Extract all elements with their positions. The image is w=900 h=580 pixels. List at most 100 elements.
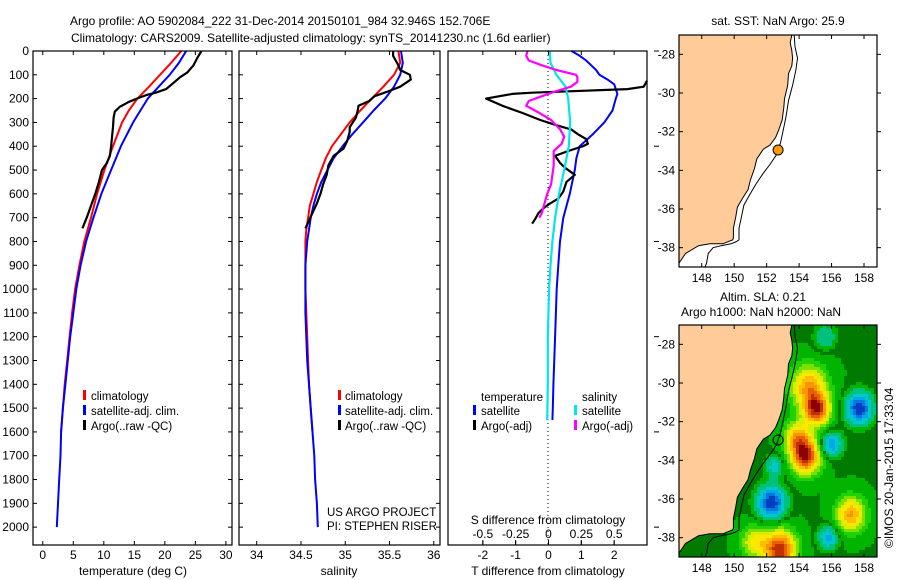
sla-cell (754, 487, 757, 490)
sla-cell (796, 478, 799, 481)
sla-cell (808, 514, 811, 517)
sla-cell (826, 472, 829, 475)
sla-cell (781, 448, 784, 451)
sla-cell (820, 391, 823, 394)
sla-cell (856, 520, 859, 523)
sla-cell (790, 424, 793, 427)
sla-cell (811, 475, 814, 478)
sla-cell (742, 502, 745, 505)
sla-cell (793, 490, 796, 493)
sla-cell (847, 397, 850, 400)
sla-cell (778, 460, 781, 463)
sla-cell (781, 433, 784, 436)
sla-cell (865, 463, 868, 466)
sla-cell (853, 328, 856, 331)
sla-cell (835, 334, 838, 337)
sla-cell (844, 427, 847, 430)
sla-cell (769, 448, 772, 451)
sla-cell (871, 460, 874, 463)
sla-cell (757, 460, 760, 463)
sla-cell (796, 463, 799, 466)
sla-cell (841, 439, 844, 442)
sla-cell (733, 517, 736, 520)
sla-cell (829, 526, 832, 529)
sla-cell (802, 442, 805, 445)
sla-cell (799, 484, 802, 487)
sla-cell (817, 508, 820, 511)
sla-cell (793, 415, 796, 418)
sla-cell (802, 454, 805, 457)
sla-cell (790, 511, 793, 514)
sla-cell (871, 448, 874, 451)
sla-cell (832, 517, 835, 520)
sla-cell (829, 412, 832, 415)
sla-cell (805, 526, 808, 529)
sla-cell (844, 442, 847, 445)
sla-cell (835, 448, 838, 451)
sla-cell (853, 502, 856, 505)
sla-cell (784, 403, 787, 406)
sla-cell (829, 460, 832, 463)
isobath-line (704, 35, 799, 267)
sla-cell (751, 505, 754, 508)
sla-cell (748, 535, 751, 538)
sla-cell (862, 523, 865, 526)
sla-cell (838, 484, 841, 487)
sla-cell (871, 397, 874, 400)
sla-cell (733, 520, 736, 523)
sla-map-title-2: Argo h1000: NaN h2000: NaN (681, 305, 841, 319)
sla-cell (868, 457, 871, 460)
sla-cell (790, 517, 793, 520)
sla-cell (850, 526, 853, 529)
sla-cell (808, 373, 811, 376)
sla-cell (781, 469, 784, 472)
sla-cell (754, 511, 757, 514)
sla-cell (835, 469, 838, 472)
sla-cell (820, 361, 823, 364)
sla-cell (772, 514, 775, 517)
sla-cell (778, 484, 781, 487)
sla-cell (844, 466, 847, 469)
sla-cell (805, 328, 808, 331)
sla-cell (811, 385, 814, 388)
sla-cell (730, 538, 733, 541)
sla-cell (832, 499, 835, 502)
sla-cell (775, 508, 778, 511)
sla-cell (796, 331, 799, 334)
sla-cell (760, 454, 763, 457)
sla-cell (829, 490, 832, 493)
sla-cell (787, 418, 790, 421)
sla-cell (814, 397, 817, 400)
sla-cell (793, 382, 796, 385)
sla-cell (856, 361, 859, 364)
sla-cell (871, 436, 874, 439)
sla-cell (790, 430, 793, 433)
sla-cell (793, 376, 796, 379)
sla-cell (811, 391, 814, 394)
sla-cell (814, 400, 817, 403)
sla-cell (847, 331, 850, 334)
sla-cell (829, 436, 832, 439)
sla-cell (787, 409, 790, 412)
sla-cell (826, 340, 829, 343)
sla-cell (823, 535, 826, 538)
sla-cell (745, 484, 748, 487)
sla-cell (787, 436, 790, 439)
sla-cell (805, 370, 808, 373)
sla-cell (841, 364, 844, 367)
sla-cell (838, 403, 841, 406)
sla-cell (769, 445, 772, 448)
sla-cell (772, 499, 775, 502)
sla-cell (817, 403, 820, 406)
series-line-argo-raw-qc- (304, 51, 412, 229)
sla-cell (871, 391, 874, 394)
sla-cell (841, 475, 844, 478)
sla-cell (796, 364, 799, 367)
sla-cell (811, 514, 814, 517)
sla-cell (871, 442, 874, 445)
sla-cell (793, 484, 796, 487)
sla-cell (844, 385, 847, 388)
sla-cell (859, 337, 862, 340)
sla-cell (811, 355, 814, 358)
sla-cell (790, 487, 793, 490)
